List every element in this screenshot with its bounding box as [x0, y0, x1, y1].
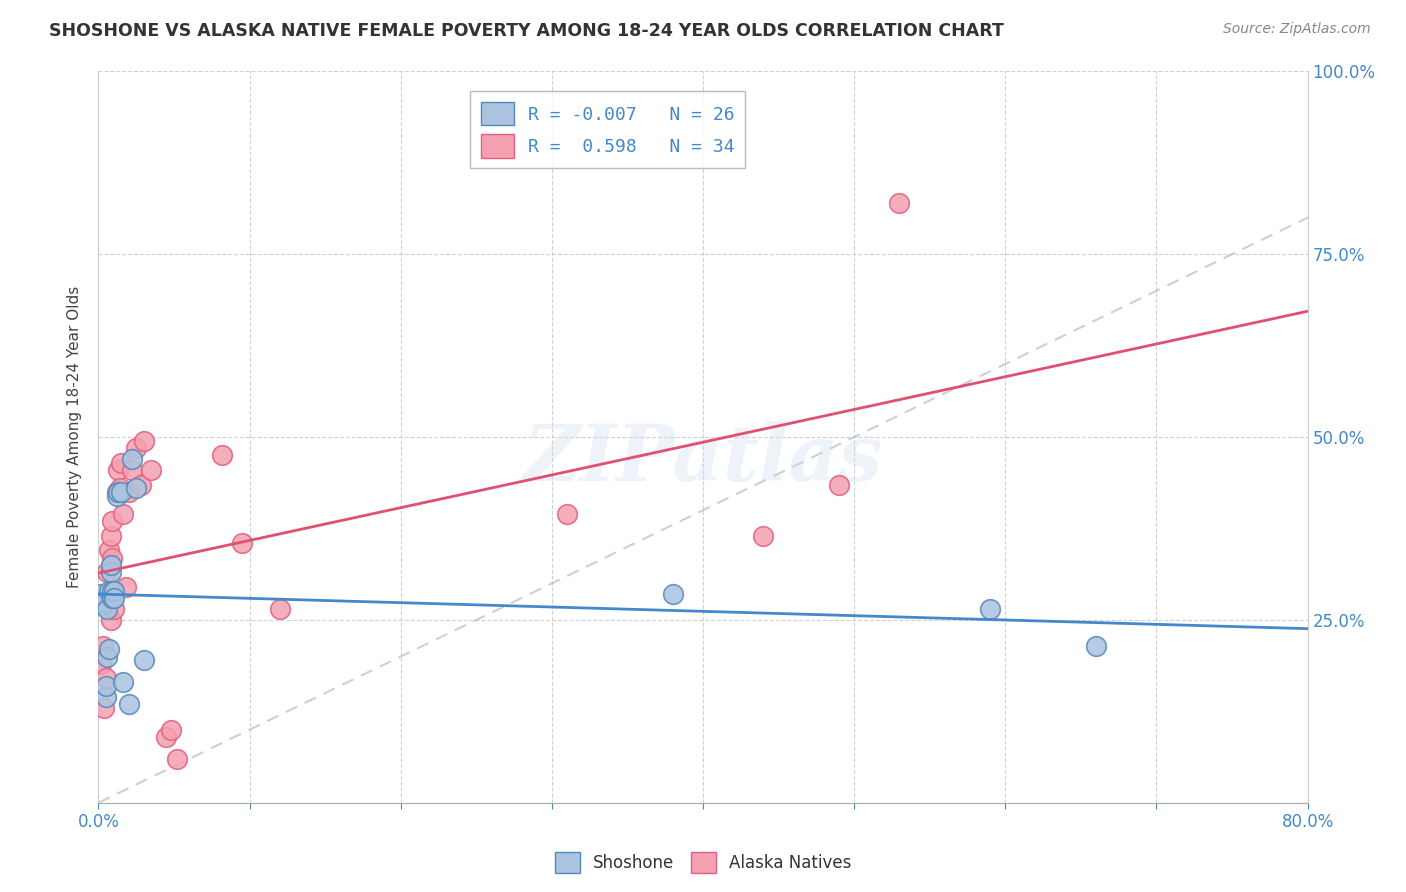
Point: [91, 639, 114, 653]
Point: [100, 613, 122, 627]
Point: [211, 448, 233, 462]
Point: [129, 477, 152, 491]
Point: [141, 463, 163, 477]
Point: [110, 456, 132, 470]
Point: [828, 477, 851, 491]
Point: [96, 599, 118, 613]
Point: [93, 594, 115, 608]
Point: [103, 591, 125, 605]
Point: [103, 583, 125, 598]
Point: [100, 566, 122, 580]
Point: [160, 723, 183, 737]
Point: [121, 452, 143, 467]
Point: [105, 489, 128, 503]
Point: [132, 653, 155, 667]
Point: [661, 587, 683, 601]
Point: [110, 485, 132, 500]
Point: [101, 514, 124, 528]
Point: [103, 602, 125, 616]
Point: [111, 675, 134, 690]
Point: [889, 196, 911, 211]
Point: [105, 485, 128, 500]
Point: [96, 602, 118, 616]
Point: [94, 679, 117, 693]
Point: [93, 700, 115, 714]
Point: [752, 529, 775, 543]
Point: [90, 657, 112, 671]
Point: [132, 434, 155, 448]
Point: [118, 697, 141, 711]
Point: [98, 543, 121, 558]
Point: [155, 730, 177, 744]
Point: [107, 485, 129, 500]
Point: [96, 649, 118, 664]
Point: [979, 602, 1001, 616]
Point: [111, 507, 134, 521]
Point: [108, 481, 131, 495]
Y-axis label: Female Poverty Among 18-24 Year Olds: Female Poverty Among 18-24 Year Olds: [67, 286, 83, 588]
Point: [114, 580, 136, 594]
Point: [94, 672, 117, 686]
Point: [107, 463, 129, 477]
Point: [121, 463, 143, 477]
Point: [100, 558, 122, 573]
Point: [98, 583, 121, 598]
Point: [118, 485, 141, 500]
Legend: Shoshone, Alaska Natives: Shoshone, Alaska Natives: [548, 846, 858, 880]
Legend: R = -0.007   N = 26, R =  0.598   N = 34: R = -0.007 N = 26, R = 0.598 N = 34: [470, 91, 745, 169]
Point: [555, 507, 578, 521]
Point: [94, 690, 117, 704]
Point: [231, 536, 253, 550]
Point: [125, 441, 148, 455]
Point: [96, 566, 118, 580]
Point: [90, 587, 112, 601]
Text: SHOSHONE VS ALASKA NATIVE FEMALE POVERTY AMONG 18-24 YEAR OLDS CORRELATION CHART: SHOSHONE VS ALASKA NATIVE FEMALE POVERTY…: [49, 22, 1004, 40]
Point: [98, 642, 121, 657]
Text: Source: ZipAtlas.com: Source: ZipAtlas.com: [1223, 22, 1371, 37]
Point: [269, 602, 291, 616]
Point: [1085, 639, 1108, 653]
Point: [101, 583, 124, 598]
Point: [101, 550, 124, 565]
Point: [125, 481, 148, 495]
Point: [166, 752, 188, 766]
Text: ZIPatlas: ZIPatlas: [523, 421, 883, 497]
Point: [100, 529, 122, 543]
Point: [101, 591, 124, 605]
Point: [91, 599, 114, 613]
